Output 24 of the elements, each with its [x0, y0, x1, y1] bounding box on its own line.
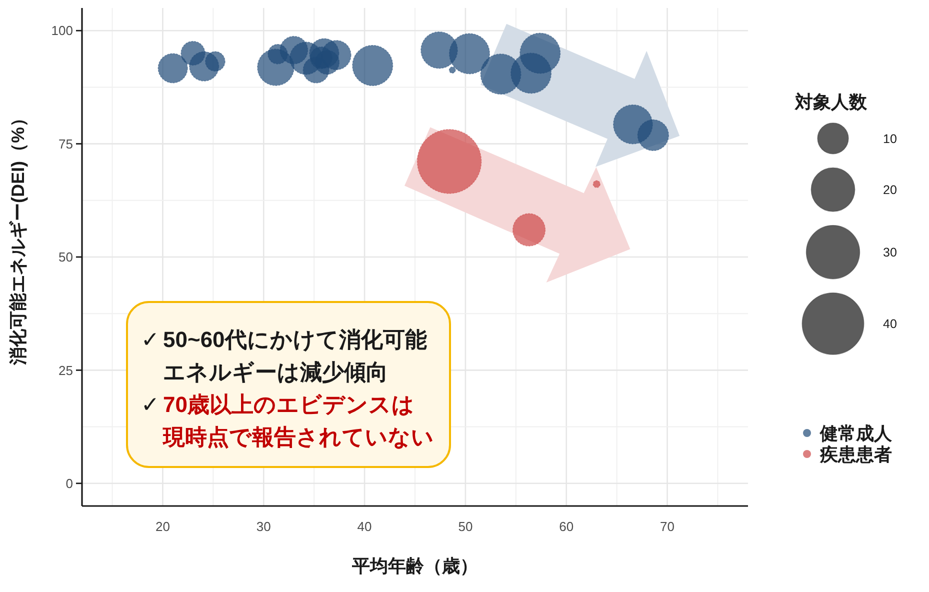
xtick-label: 40: [357, 519, 372, 534]
size-legend-label: 10: [883, 132, 897, 146]
legend-label: 疾患患者: [820, 444, 892, 464]
ytick-label: 25: [58, 362, 73, 378]
annotation: エネルギーは減少傾向: [163, 360, 388, 384]
xtick-label: 70: [660, 519, 674, 534]
annotation: ✓ 70歳以上のエビデンスは: [141, 392, 414, 417]
xtick-label: 50: [458, 519, 473, 534]
ytick-label: 100: [51, 23, 73, 38]
ytick-label: 50: [58, 250, 73, 265]
size-legend-label: 20: [883, 183, 897, 198]
size-legend-label: 30: [883, 246, 897, 260]
ytick-label: 0: [66, 476, 73, 491]
xtick-label: 20: [156, 519, 170, 534]
annotation: ✓ 50~60代にかけて消化可能: [141, 327, 427, 352]
ylabel: 消化可能エネルギー(DEI)（%）: [8, 109, 28, 365]
size-legend-label: 40: [883, 317, 897, 332]
legend-title: 対象人数: [795, 92, 867, 112]
xtick-label: 30: [256, 519, 271, 534]
ytick-label: 75: [58, 136, 73, 152]
xlabel: 平均年齢（歳）: [352, 556, 478, 576]
xtick-label: 60: [559, 519, 574, 534]
annotation: 現時点で報告されていない: [163, 424, 434, 450]
legend-label: 健常成人: [820, 424, 892, 444]
